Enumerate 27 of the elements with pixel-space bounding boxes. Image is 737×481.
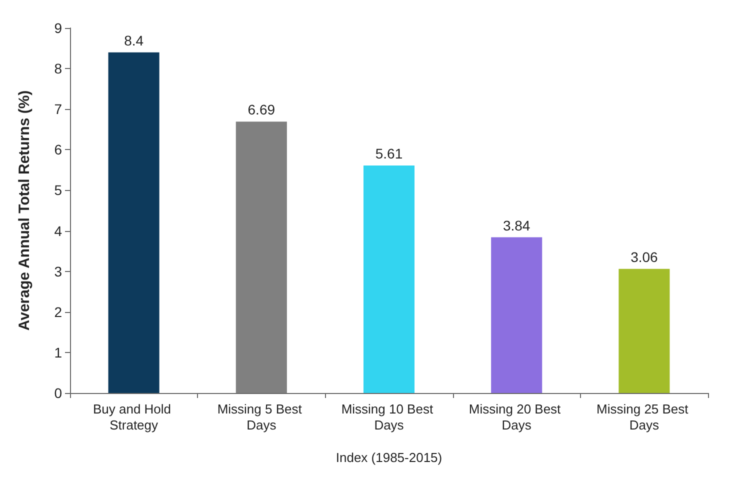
data-label: 8.4	[124, 32, 144, 48]
bar	[236, 122, 287, 393]
data-label: 3.06	[630, 248, 658, 265]
y-tick-label: 1	[54, 344, 62, 360]
y-tick-label: 4	[54, 222, 62, 239]
y-tick-label: 6	[54, 142, 62, 158]
x-tick-label: Missing 20 Best Days	[468, 402, 564, 432]
y-tick-label: 8	[54, 60, 62, 77]
x-tick-label: Buy and Hold Strategy	[92, 402, 175, 432]
y-tick-label: 5	[54, 182, 62, 198]
data-label: 3.84	[502, 217, 530, 234]
x-tick-label: Missing 10 Best Days	[341, 402, 437, 432]
y-tick-label: 2	[54, 304, 62, 320]
bar	[618, 268, 670, 393]
y-tick-label: 0	[54, 385, 62, 401]
y-axis-title: Average Annual Total Returns (%)	[16, 90, 33, 331]
bar	[108, 52, 160, 393]
x-axis-title: Index (1985-2015)	[336, 450, 442, 465]
y-tick-label: 3	[54, 263, 62, 280]
bar	[363, 165, 415, 393]
x-tick-label: Missing 25 Best Days	[596, 402, 692, 432]
y-tick-label: 7	[54, 101, 62, 118]
data-label: 5.61	[375, 145, 403, 162]
y-tick-label: 9	[54, 20, 62, 36]
bar	[491, 237, 542, 393]
x-tick-label: Missing 5 Best Days	[217, 402, 306, 432]
data-label: 6.69	[248, 102, 276, 118]
